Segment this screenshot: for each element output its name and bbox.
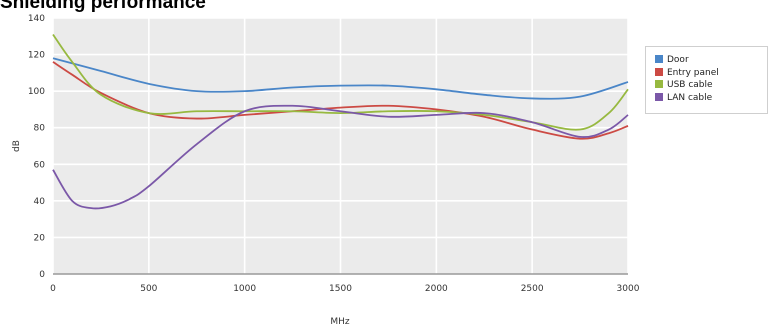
legend-label: Entry panel (667, 67, 719, 78)
legend-item-usb-cable: USB cable (655, 80, 713, 91)
y-tick-label: 140 (28, 14, 45, 24)
x-tick-label: 3000 (617, 284, 640, 294)
y-axis-label: dB (12, 140, 22, 152)
x-axis-label: MHz (330, 317, 350, 327)
axes: 0 500 1000 1500 2000 2500 3000 0 20 40 60 80 100 120 1… (28, 14, 640, 294)
x-tick-label: 0 (50, 284, 56, 294)
y-tick-label: 80 (34, 124, 46, 134)
legend-label: LAN cable (667, 92, 713, 103)
legend-swatch (655, 80, 663, 88)
x-tick-label: 500 (140, 284, 157, 294)
series-line-lan-cable (52, 104, 629, 210)
legend-item-door: Door (655, 55, 689, 66)
legend-swatch (655, 67, 663, 76)
y-tick-label: 20 (34, 233, 46, 243)
y-tick-label: 120 (28, 51, 45, 61)
legend-swatch (655, 55, 663, 63)
series-line-door (52, 57, 629, 100)
y-tick-label: 0 (39, 270, 45, 280)
x-tick-label: 2500 (521, 284, 544, 294)
legend-item-entry-panel: Entry panel (655, 67, 719, 79)
series-lines (52, 33, 629, 210)
legend-label: Door (667, 55, 689, 65)
chart-title: Shielding performance (0, 0, 206, 13)
legend: Door Entry panel USB cable LAN cable (645, 46, 768, 114)
y-tick-label: 60 (34, 160, 46, 170)
legend-label: USB cable (667, 80, 713, 90)
y-tick-label: 40 (34, 197, 46, 207)
series-line-entry-panel (52, 61, 629, 140)
x-tick-label: 2000 (425, 284, 448, 294)
legend-swatch (655, 92, 663, 101)
x-tick-label: 1000 (233, 284, 256, 294)
x-tick-label: 1500 (329, 284, 352, 294)
y-tick-label: 100 (28, 87, 45, 97)
legend-item-lan-cable: LAN cable (655, 92, 713, 104)
series-line-usb-cable (52, 33, 629, 131)
